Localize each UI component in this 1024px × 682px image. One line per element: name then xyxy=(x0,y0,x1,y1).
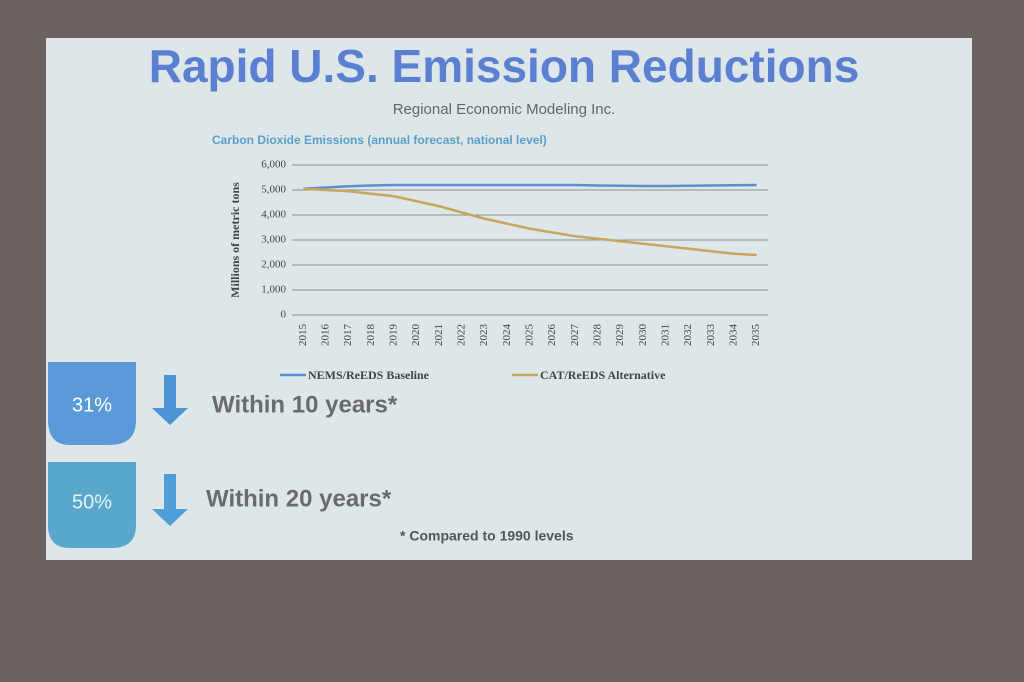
x-tick-label: 2020 xyxy=(410,324,422,347)
slide-title: Rapid U.S. Emission Reductions xyxy=(149,40,860,92)
footnote: * Compared to 1990 levels xyxy=(400,528,574,544)
y-tick-label: 6,000 xyxy=(261,159,286,171)
legend-label: CAT/ReEDS Alternative xyxy=(540,368,666,382)
x-tick-label: 2025 xyxy=(524,324,536,347)
x-tick-label: 2018 xyxy=(365,324,377,347)
x-tick-label: 2015 xyxy=(297,324,309,347)
slide xyxy=(46,38,972,560)
legend-label: NEMS/ReEDS Baseline xyxy=(308,368,430,382)
x-tick-label: 2035 xyxy=(750,324,762,347)
x-tick-label: 2024 xyxy=(501,324,513,347)
item-text: Within 10 years* xyxy=(212,391,398,418)
series-line xyxy=(303,187,757,257)
series-line xyxy=(303,183,757,190)
y-tick-label: 5,000 xyxy=(261,184,286,196)
x-tick-label: 2027 xyxy=(569,324,581,347)
item-text: Within 20 years* xyxy=(206,485,392,512)
badge xyxy=(48,462,136,548)
y-tick-label: 4,000 xyxy=(261,209,286,221)
badge-label: 50% xyxy=(72,491,112,513)
slide-subtitle: Regional Economic Modeling Inc. xyxy=(393,101,616,118)
x-tick-label: 2031 xyxy=(660,324,672,346)
x-tick-label: 2028 xyxy=(592,324,604,347)
x-tick-label: 2032 xyxy=(682,324,694,346)
badge xyxy=(48,362,136,445)
x-tick-label: 2029 xyxy=(614,324,626,347)
x-tick-label: 2030 xyxy=(637,324,649,347)
x-tick-label: 2033 xyxy=(705,324,717,347)
x-tick-label: 2017 xyxy=(342,324,354,347)
x-tick-label: 2016 xyxy=(320,324,332,347)
y-tick-label: 3,000 xyxy=(261,234,286,246)
badge-label: 31% xyxy=(72,394,112,416)
y-tick-label: 1,000 xyxy=(261,284,286,296)
chart-title: Carbon Dioxide Emissions (annual forecas… xyxy=(212,133,547,147)
x-tick-label: 2022 xyxy=(456,324,468,346)
x-tick-label: 2019 xyxy=(388,324,400,347)
y-axis-label: Millions of metric tons xyxy=(228,182,242,298)
down-arrow xyxy=(152,375,188,425)
y-tick-label: 2,000 xyxy=(261,259,286,271)
x-tick-label: 2026 xyxy=(546,324,558,347)
down-arrow xyxy=(152,474,188,526)
x-tick-label: 2021 xyxy=(433,324,445,346)
x-tick-label: 2034 xyxy=(728,324,740,347)
x-tick-label: 2023 xyxy=(478,324,490,347)
y-tick-label: 0 xyxy=(281,309,287,321)
